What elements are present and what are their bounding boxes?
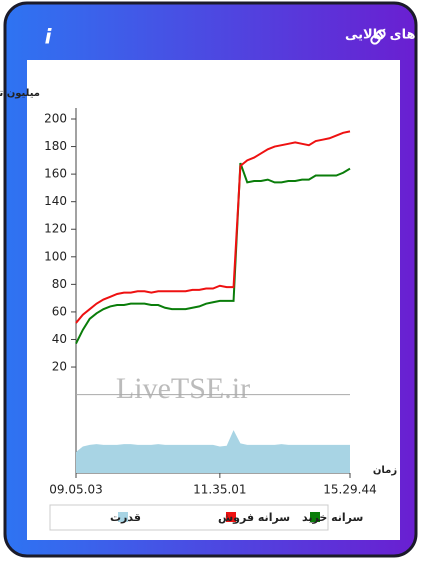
legend-swatch bbox=[310, 512, 320, 522]
y-tick-label: 200 bbox=[44, 112, 67, 126]
y-tick-label: 180 bbox=[44, 139, 67, 153]
legend-label: سرانه فروش bbox=[218, 511, 290, 524]
x-tick-label: 11.35.01 bbox=[193, 483, 246, 497]
y-tick-label: 20 bbox=[52, 360, 67, 374]
legend bbox=[49, 504, 329, 531]
y-tick-label: 40 bbox=[52, 332, 67, 346]
x-tick-label: 15.29.44 bbox=[323, 483, 376, 497]
y-tick-label: 140 bbox=[44, 194, 67, 208]
y-tick-label: 120 bbox=[44, 222, 67, 236]
y-tick-label: 80 bbox=[52, 277, 67, 291]
series-line bbox=[75, 162, 351, 345]
legend-swatch bbox=[118, 512, 128, 522]
y-tick-label: 60 bbox=[52, 304, 67, 318]
y-axis-label: میلیون تومان bbox=[0, 88, 40, 99]
power-area bbox=[76, 430, 350, 473]
info-icon[interactable]: i bbox=[45, 25, 53, 49]
legend-label: قدرت bbox=[110, 511, 141, 524]
y-tick-label: 100 bbox=[44, 249, 67, 263]
x-axis-label: زمان bbox=[373, 465, 397, 476]
link-icon[interactable] bbox=[370, 29, 386, 45]
legend-label: سرانه خرید bbox=[302, 511, 363, 524]
card-title: سرانه ی خرید و فروش حقیقی در صندوق های ک… bbox=[345, 28, 427, 43]
x-tick-label: 09.05.03 bbox=[49, 483, 102, 497]
watermark: LiveTSE.ir bbox=[116, 372, 250, 405]
legend-swatch bbox=[226, 512, 236, 522]
series-line bbox=[75, 130, 351, 324]
y-tick-label: 160 bbox=[44, 167, 67, 181]
